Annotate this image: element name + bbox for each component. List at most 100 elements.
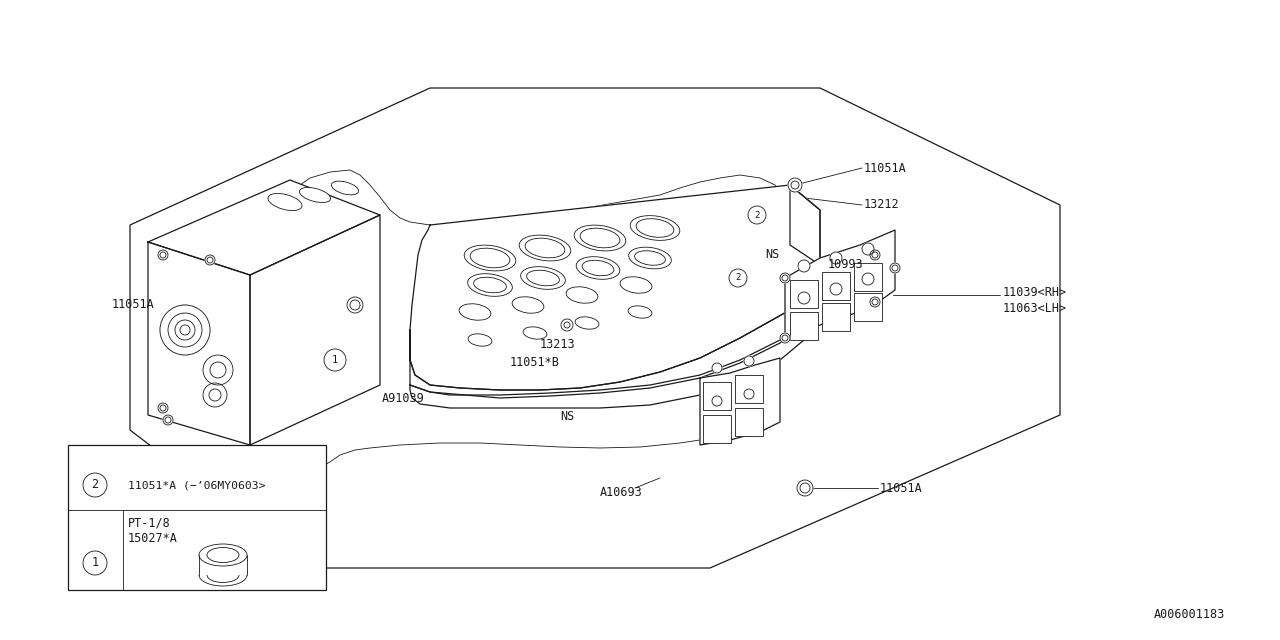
Text: 2: 2 [754, 211, 760, 220]
Text: 11039<RH>: 11039<RH> [1004, 285, 1068, 298]
Ellipse shape [575, 317, 599, 329]
Text: 11051*A (−’06MY0603>: 11051*A (−’06MY0603> [128, 480, 265, 490]
Polygon shape [148, 180, 380, 275]
Circle shape [780, 273, 790, 283]
Polygon shape [410, 185, 820, 390]
Ellipse shape [300, 188, 330, 202]
Circle shape [782, 275, 788, 281]
Circle shape [347, 297, 364, 313]
Ellipse shape [468, 334, 492, 346]
Circle shape [730, 269, 748, 287]
Circle shape [829, 283, 842, 295]
Bar [703, 382, 731, 410]
Bar [854, 293, 882, 321]
Polygon shape [250, 215, 380, 445]
Ellipse shape [474, 277, 507, 292]
Ellipse shape [620, 276, 652, 293]
Ellipse shape [207, 547, 239, 563]
Ellipse shape [520, 235, 571, 261]
Text: 2: 2 [735, 273, 741, 282]
Circle shape [861, 243, 874, 255]
Ellipse shape [576, 257, 620, 279]
Circle shape [744, 389, 754, 399]
Circle shape [209, 389, 221, 401]
Circle shape [160, 405, 166, 411]
Circle shape [870, 297, 881, 307]
Ellipse shape [566, 287, 598, 303]
Text: 15027*A: 15027*A [128, 531, 178, 545]
Circle shape [797, 260, 810, 272]
Text: A10693: A10693 [600, 486, 643, 499]
Circle shape [564, 322, 570, 328]
Circle shape [782, 335, 788, 341]
Polygon shape [785, 230, 895, 338]
Text: 2: 2 [91, 479, 99, 492]
Circle shape [890, 263, 900, 273]
Ellipse shape [525, 238, 564, 258]
Circle shape [157, 250, 168, 260]
Circle shape [160, 305, 210, 355]
Circle shape [175, 320, 195, 340]
Polygon shape [410, 265, 820, 395]
Circle shape [163, 415, 173, 425]
Circle shape [160, 305, 210, 355]
Circle shape [204, 355, 233, 385]
Circle shape [870, 250, 881, 260]
Ellipse shape [512, 297, 544, 313]
Circle shape [160, 252, 166, 258]
Ellipse shape [582, 260, 614, 276]
Ellipse shape [467, 274, 512, 296]
Circle shape [788, 178, 803, 192]
Polygon shape [790, 185, 820, 285]
Ellipse shape [628, 306, 652, 318]
Text: NS: NS [561, 410, 575, 424]
Ellipse shape [580, 228, 620, 248]
Ellipse shape [470, 248, 509, 268]
Circle shape [829, 252, 842, 264]
Bar [790, 280, 818, 308]
Bar [822, 272, 850, 300]
Circle shape [892, 265, 899, 271]
Circle shape [712, 396, 722, 406]
Circle shape [204, 383, 227, 407]
Text: NS: NS [765, 248, 780, 262]
Ellipse shape [465, 245, 516, 271]
Circle shape [157, 403, 168, 413]
Polygon shape [410, 295, 820, 408]
Circle shape [165, 417, 172, 423]
Text: 11051A: 11051A [113, 298, 155, 312]
Ellipse shape [630, 216, 680, 241]
Polygon shape [148, 242, 250, 445]
Ellipse shape [268, 193, 302, 211]
Polygon shape [700, 358, 780, 445]
Circle shape [83, 473, 108, 497]
Circle shape [168, 313, 202, 347]
Ellipse shape [524, 327, 547, 339]
Circle shape [561, 319, 573, 331]
Circle shape [797, 292, 810, 304]
Circle shape [207, 257, 212, 263]
Ellipse shape [526, 270, 559, 286]
Text: 11063<LH>: 11063<LH> [1004, 301, 1068, 314]
Text: A006001183: A006001183 [1153, 609, 1225, 621]
Circle shape [83, 551, 108, 575]
Ellipse shape [521, 267, 566, 289]
Circle shape [872, 252, 878, 258]
Ellipse shape [460, 304, 492, 320]
Text: 1: 1 [91, 557, 99, 570]
Circle shape [861, 273, 874, 285]
Text: 11051A: 11051A [881, 481, 923, 495]
Text: PT-1/8: PT-1/8 [128, 516, 170, 529]
Circle shape [210, 362, 227, 378]
Text: 11051A: 11051A [864, 161, 906, 175]
Text: 1: 1 [332, 355, 338, 365]
Bar [822, 303, 850, 331]
Bar [68, 445, 326, 590]
Text: 13212: 13212 [864, 198, 900, 211]
Ellipse shape [636, 219, 673, 237]
Ellipse shape [628, 247, 671, 269]
Bar [854, 263, 882, 291]
Circle shape [744, 356, 754, 366]
Text: 10993: 10993 [828, 259, 864, 271]
Ellipse shape [198, 544, 247, 566]
